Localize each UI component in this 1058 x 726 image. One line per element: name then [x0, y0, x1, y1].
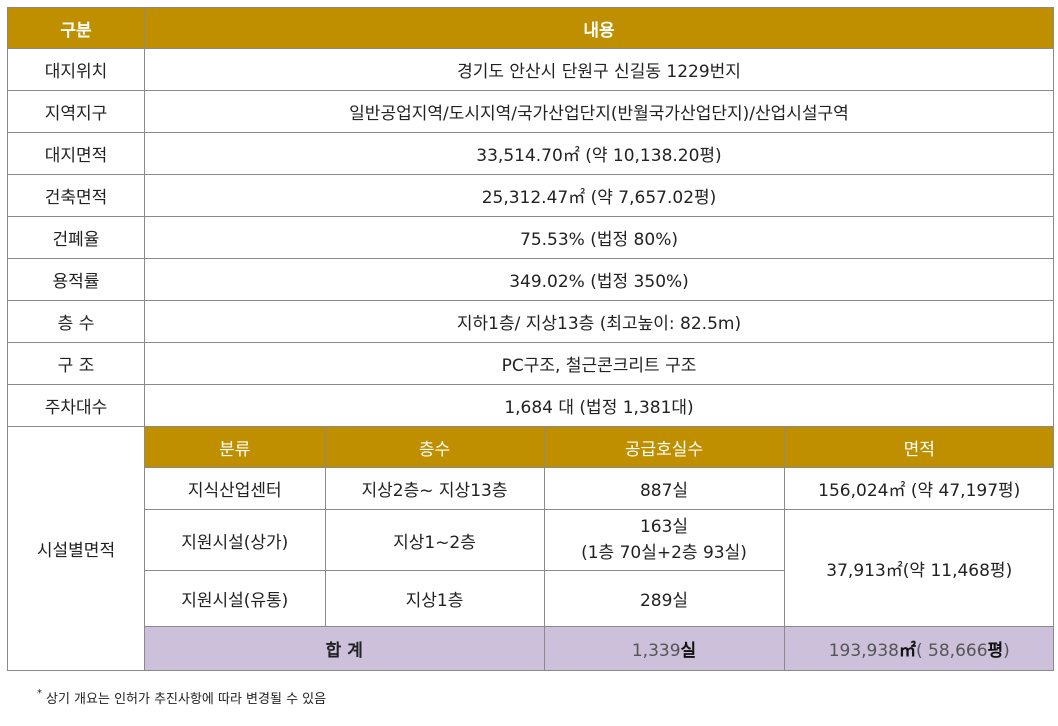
row-value: 지하1층/ 지상13층 (최고높이: 82.5m) — [144, 300, 1054, 343]
facility-floors: 지상1~2층 — [324, 509, 545, 571]
row-value: PC구조, 철근콘크리트 구조 — [144, 342, 1054, 385]
row-value: 경기도 안산시 단원구 신길동 1229번지 — [144, 48, 1054, 91]
row-label: 지역지구 — [7, 90, 145, 133]
row-label: 건축면적 — [7, 174, 145, 217]
total-area-pyeong-unit: 평 — [987, 640, 1004, 661]
total-label: 합 계 — [145, 626, 545, 670]
row-label: 용적률 — [7, 258, 145, 301]
header-category: 구분 — [7, 7, 145, 49]
total-area-paren-close: ) — [1003, 640, 1010, 661]
row-value: 일반공업지역/도시지역/국가산업단지(반월국가산업단지)/산업시설구역 — [144, 90, 1054, 133]
facility-type: 지원시설(유통) — [145, 570, 326, 627]
row-label: 주차대수 — [7, 384, 145, 427]
total-units: 1,339실 — [543, 626, 785, 670]
footnote-text: 상기 개요는 인허가 추진사항에 따라 변경될 수 있음 — [46, 692, 327, 707]
total-area-unit: ㎡ — [899, 640, 916, 661]
header-content: 내용 — [144, 7, 1054, 49]
facility-table: 분류 층수 공급호실수 면적 지식산업센터 지상2층~ 지상13층 887실 1… — [145, 427, 1054, 670]
facility-floors: 지상1층 — [324, 570, 545, 627]
facility-area-cell: 분류 층수 공급호실수 면적 지식산업센터 지상2층~ 지상13층 887실 1… — [144, 426, 1054, 671]
facility-area-label: 시설별면적 — [7, 426, 145, 671]
total-area-paren-open: ( — [916, 640, 929, 661]
row-label: 대지위치 — [7, 48, 145, 91]
facility-area: 37,913㎡(약 11,468평) — [783, 509, 1054, 627]
row-value: 75.53% (법정 80%) — [144, 216, 1054, 259]
total-area-number: 193,938 — [828, 640, 899, 661]
row-value: 25,312.47㎡ (약 7,657.02평) — [144, 174, 1054, 217]
facility-header-area: 면적 — [783, 427, 1054, 468]
facility-type: 지식산업센터 — [145, 467, 326, 510]
facility-units-line2: (1층 70실+2층 93실) — [581, 543, 747, 563]
facility-header-floors: 층수 — [324, 427, 545, 468]
facility-units-line1: 163실 — [639, 517, 689, 537]
footnote-star: * — [37, 688, 42, 699]
facility-header-units: 공급호실수 — [543, 427, 785, 468]
facility-floors: 지상2층~ 지상13층 — [324, 467, 545, 510]
facility-units: 163실 (1층 70실+2층 93실) — [543, 509, 785, 571]
row-label: 건폐율 — [7, 216, 145, 259]
row-value: 1,684 대 (법정 1,381대) — [144, 384, 1054, 427]
total-units-unit: 실 — [680, 640, 697, 661]
total-area-pyeong-number: 58,666 — [928, 640, 988, 661]
overview-table: 구분 내용 대지위치 경기도 안산시 단원구 신길동 1229번지 지역지구 일… — [7, 7, 1054, 671]
total-area: 193,938㎡( 58,666평) — [783, 626, 1054, 670]
row-label: 층 수 — [7, 300, 145, 343]
total-units-number: 1,339 — [631, 640, 681, 661]
footnote: * 상기 개요는 인허가 추진사항에 따라 변경될 수 있음 — [37, 688, 326, 707]
facility-area: 156,024㎡ (약 47,197평) — [783, 467, 1054, 510]
row-label: 대지면적 — [7, 132, 145, 175]
row-value: 349.02% (법정 350%) — [144, 258, 1054, 301]
facility-units: 289실 — [543, 570, 784, 627]
row-label: 구 조 — [7, 342, 145, 385]
facility-type: 지원시설(상가) — [145, 509, 326, 571]
facility-header-type: 분류 — [145, 427, 326, 468]
row-value: 33,514.70㎡ (약 10,138.20평) — [144, 132, 1054, 175]
facility-units: 887실 — [543, 467, 785, 510]
